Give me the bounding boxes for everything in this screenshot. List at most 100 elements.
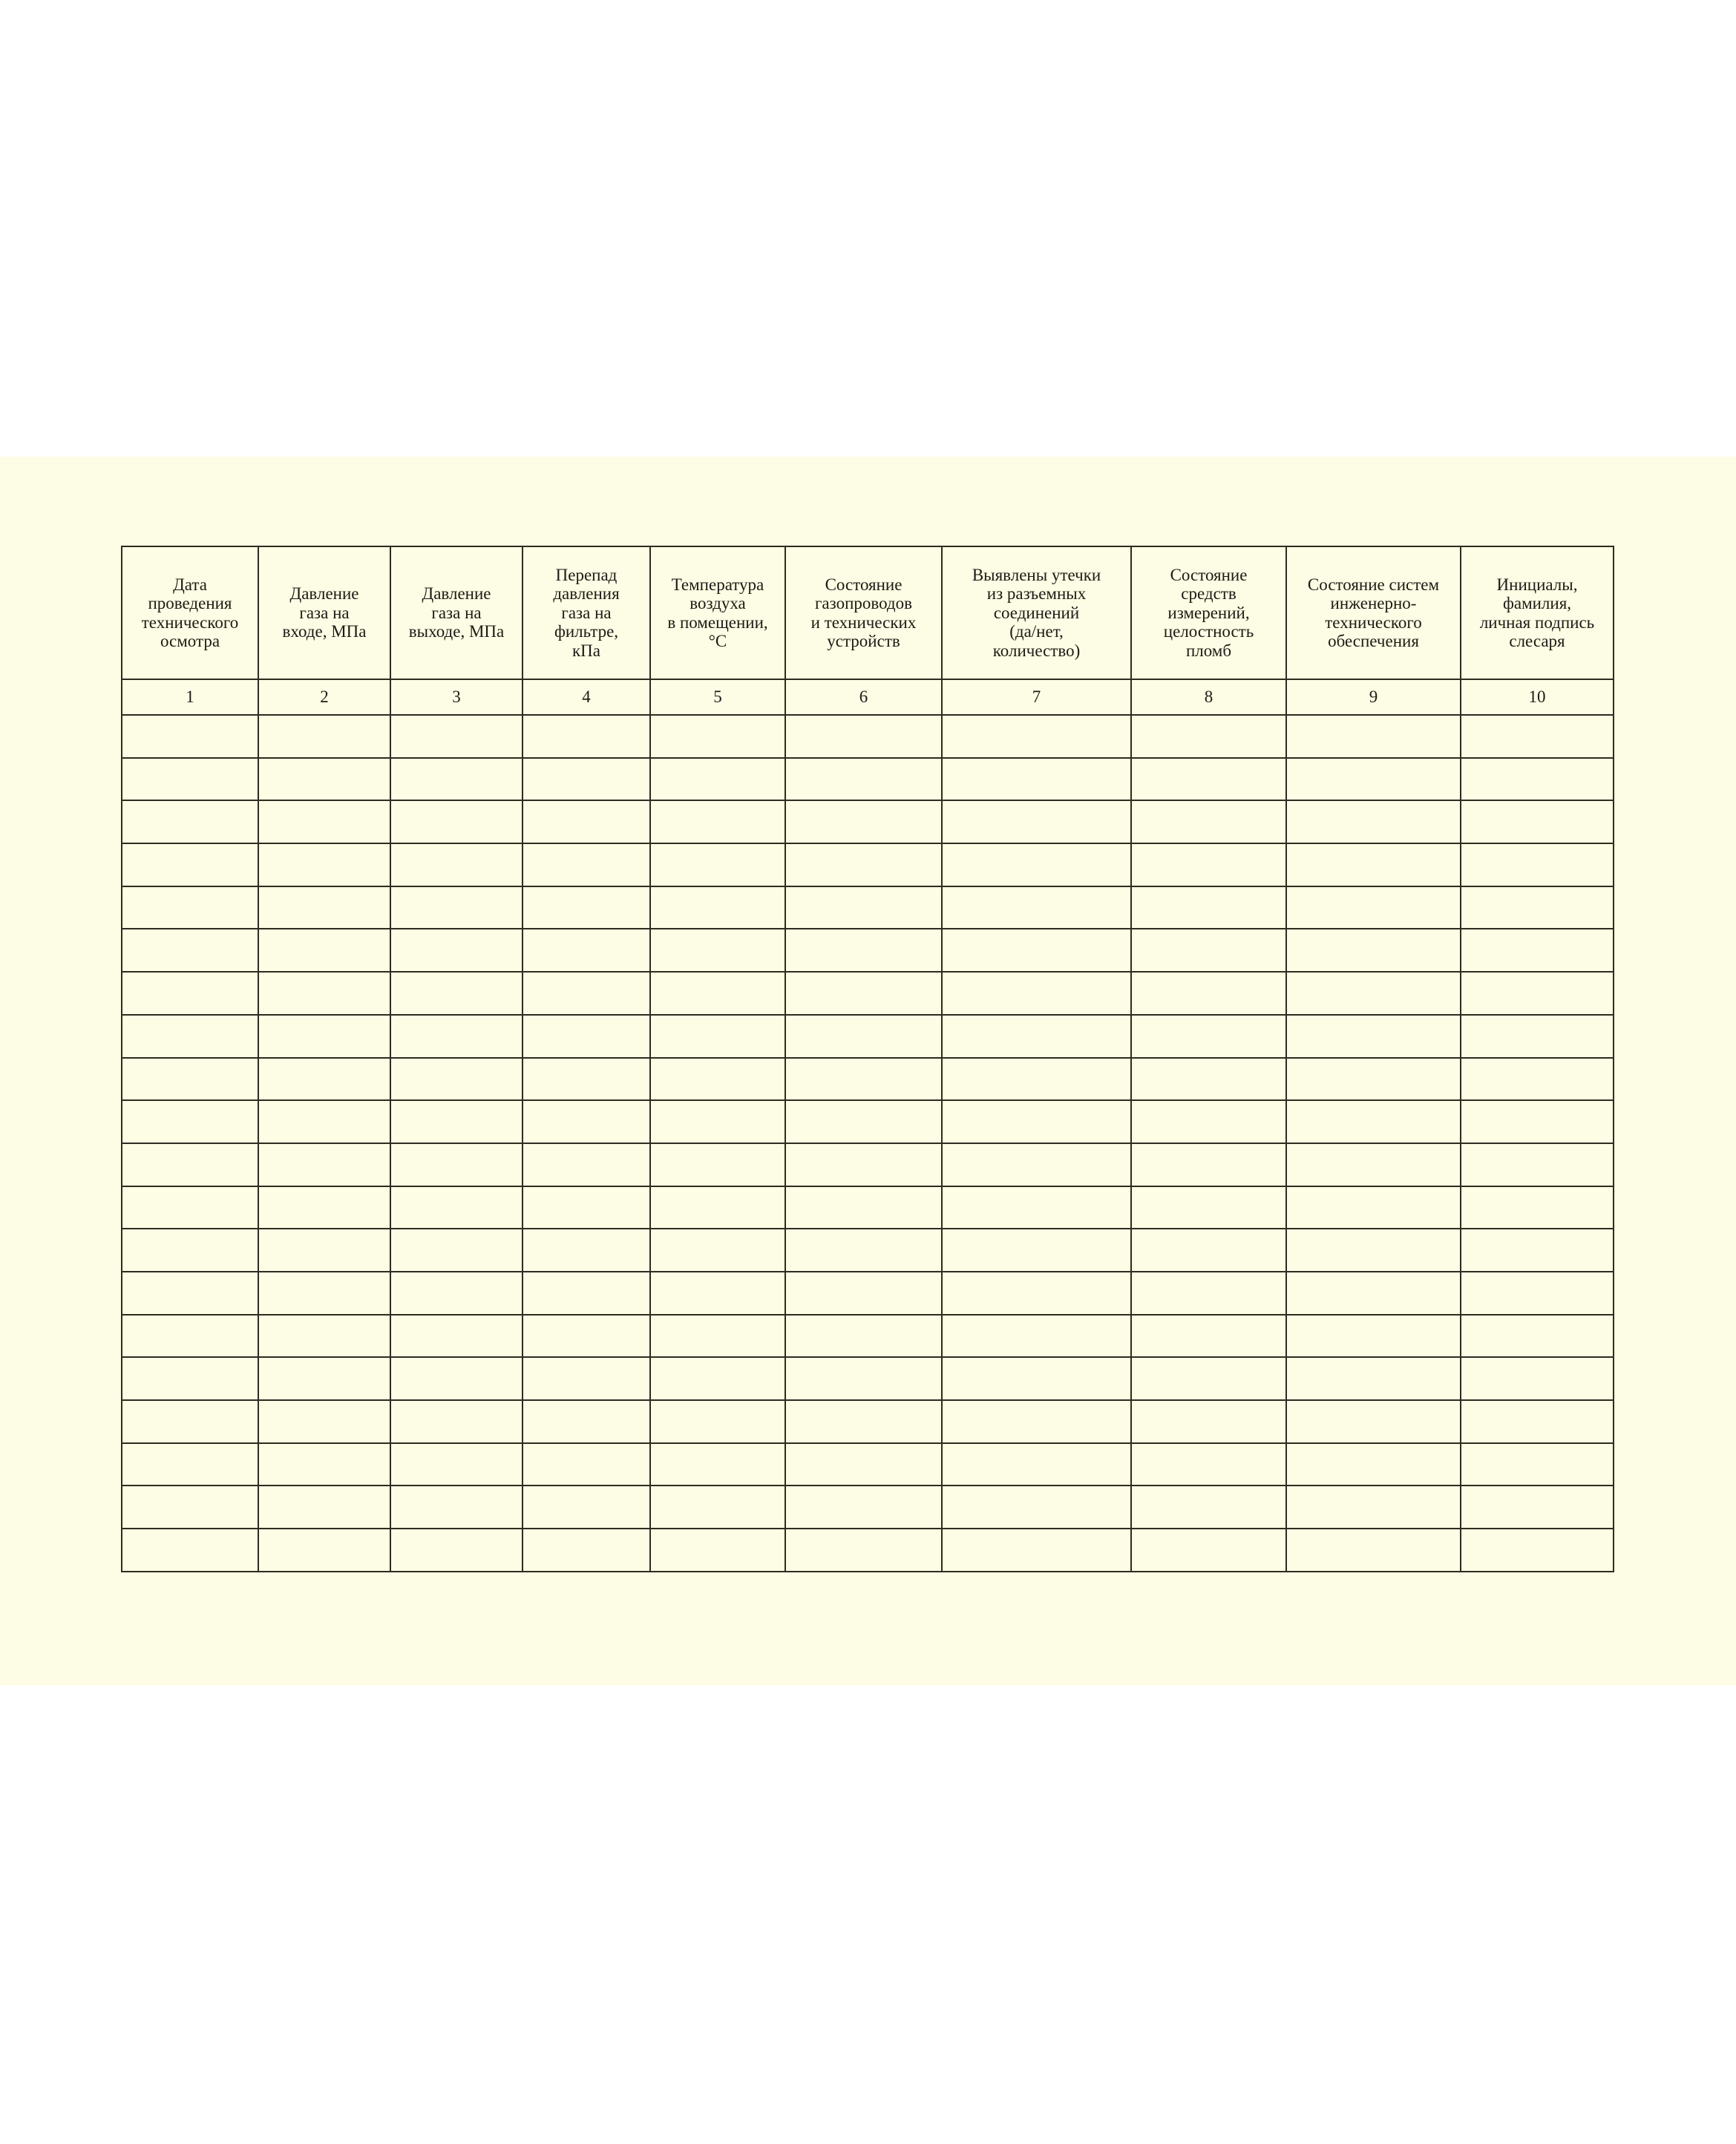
entry-cell[interactable] [1285, 1399, 1461, 1444]
entry-cell[interactable] [121, 1099, 259, 1144]
entry-cell[interactable] [258, 1528, 391, 1572]
entry-cell[interactable] [390, 1528, 523, 1572]
entry-cell[interactable] [941, 1013, 1132, 1059]
entry-cell[interactable] [1130, 1099, 1287, 1144]
table-row[interactable] [121, 1056, 1614, 1102]
entry-cell[interactable] [1130, 1313, 1287, 1359]
entry-cell[interactable] [390, 1485, 523, 1530]
table-row[interactable] [121, 1185, 1614, 1230]
entry-cell[interactable] [390, 1142, 523, 1187]
entry-cell[interactable] [785, 800, 943, 845]
entry-cell[interactable] [1130, 1356, 1287, 1401]
entry-cell[interactable] [522, 1228, 651, 1272]
entry-cell[interactable] [522, 1099, 651, 1144]
entry-cell[interactable] [1460, 928, 1614, 973]
entry-cell[interactable] [1460, 1056, 1614, 1102]
entry-cell[interactable] [1130, 1270, 1287, 1316]
entry-cell[interactable] [649, 971, 786, 1016]
entry-cell[interactable] [390, 928, 523, 973]
entry-cell[interactable] [1460, 1442, 1614, 1487]
entry-cell[interactable] [1285, 714, 1461, 759]
entry-cell[interactable] [121, 1142, 259, 1187]
entry-cell[interactable] [522, 1142, 651, 1187]
table-row[interactable] [121, 928, 1614, 973]
entry-cell[interactable] [649, 756, 786, 802]
entry-cell[interactable] [1285, 1270, 1461, 1316]
entry-cell[interactable] [785, 714, 943, 759]
entry-cell[interactable] [941, 1142, 1132, 1187]
entry-cell[interactable] [1130, 1528, 1287, 1572]
entry-cell[interactable] [649, 1270, 786, 1316]
entry-cell[interactable] [1460, 1099, 1614, 1144]
entry-cell[interactable] [649, 714, 786, 759]
entry-cell[interactable] [522, 1013, 651, 1059]
table-row[interactable] [121, 1142, 1614, 1187]
entry-cell[interactable] [1130, 800, 1287, 845]
entry-cell[interactable] [1130, 1185, 1287, 1230]
entry-cell[interactable] [649, 1356, 786, 1401]
entry-cell[interactable] [522, 843, 651, 887]
entry-cell[interactable] [522, 1313, 651, 1359]
entry-cell[interactable] [785, 1356, 943, 1401]
entry-cell[interactable] [649, 1228, 786, 1272]
entry-cell[interactable] [522, 928, 651, 973]
entry-cell[interactable] [390, 1099, 523, 1144]
entry-cell[interactable] [649, 1056, 786, 1102]
entry-cell[interactable] [1285, 971, 1461, 1016]
entry-cell[interactable] [1460, 756, 1614, 802]
entry-cell[interactable] [941, 1485, 1132, 1530]
entry-cell[interactable] [649, 1485, 786, 1530]
table-row[interactable] [121, 1013, 1614, 1059]
entry-cell[interactable] [1460, 1485, 1614, 1530]
entry-cell[interactable] [1130, 1442, 1287, 1487]
entry-cell[interactable] [785, 1185, 943, 1230]
entry-cell[interactable] [1285, 843, 1461, 887]
entry-cell[interactable] [941, 1099, 1132, 1144]
entry-cell[interactable] [522, 885, 651, 930]
entry-cell[interactable] [121, 800, 259, 845]
entry-cell[interactable] [258, 1270, 391, 1316]
entry-cell[interactable] [785, 1013, 943, 1059]
entry-cell[interactable] [258, 1013, 391, 1059]
entry-cell[interactable] [785, 971, 943, 1016]
entry-cell[interactable] [390, 1056, 523, 1102]
entry-cell[interactable] [121, 1485, 259, 1530]
entry-cell[interactable] [649, 1185, 786, 1230]
entry-cell[interactable] [121, 1013, 259, 1059]
entry-cell[interactable] [258, 1056, 391, 1102]
entry-cell[interactable] [258, 843, 391, 887]
entry-cell[interactable] [121, 971, 259, 1016]
entry-cell[interactable] [1130, 885, 1287, 930]
entry-cell[interactable] [121, 928, 259, 973]
entry-cell[interactable] [390, 800, 523, 845]
table-row[interactable] [121, 1356, 1614, 1401]
table-row[interactable] [121, 800, 1614, 845]
entry-cell[interactable] [390, 1356, 523, 1401]
entry-cell[interactable] [121, 1528, 259, 1572]
entry-cell[interactable] [522, 1442, 651, 1487]
entry-cell[interactable] [258, 1442, 391, 1487]
entry-cell[interactable] [649, 1313, 786, 1359]
entry-cell[interactable] [941, 885, 1132, 930]
entry-cell[interactable] [121, 1056, 259, 1102]
entry-cell[interactable] [390, 885, 523, 930]
entry-cell[interactable] [258, 756, 391, 802]
table-row[interactable] [121, 1228, 1614, 1272]
entry-cell[interactable] [941, 800, 1132, 845]
entry-cell[interactable] [390, 1270, 523, 1316]
entry-cell[interactable] [785, 1442, 943, 1487]
entry-cell[interactable] [1460, 1185, 1614, 1230]
entry-cell[interactable] [1285, 928, 1461, 973]
entry-cell[interactable] [258, 971, 391, 1016]
entry-cell[interactable] [1285, 885, 1461, 930]
entry-cell[interactable] [649, 1399, 786, 1444]
entry-cell[interactable] [121, 756, 259, 802]
entry-cell[interactable] [941, 1356, 1132, 1401]
table-row[interactable] [121, 885, 1614, 930]
entry-cell[interactable] [649, 885, 786, 930]
entry-cell[interactable] [390, 756, 523, 802]
entry-cell[interactable] [1285, 1228, 1461, 1272]
entry-cell[interactable] [121, 1442, 259, 1487]
entry-cell[interactable] [522, 971, 651, 1016]
entry-cell[interactable] [785, 1228, 943, 1272]
